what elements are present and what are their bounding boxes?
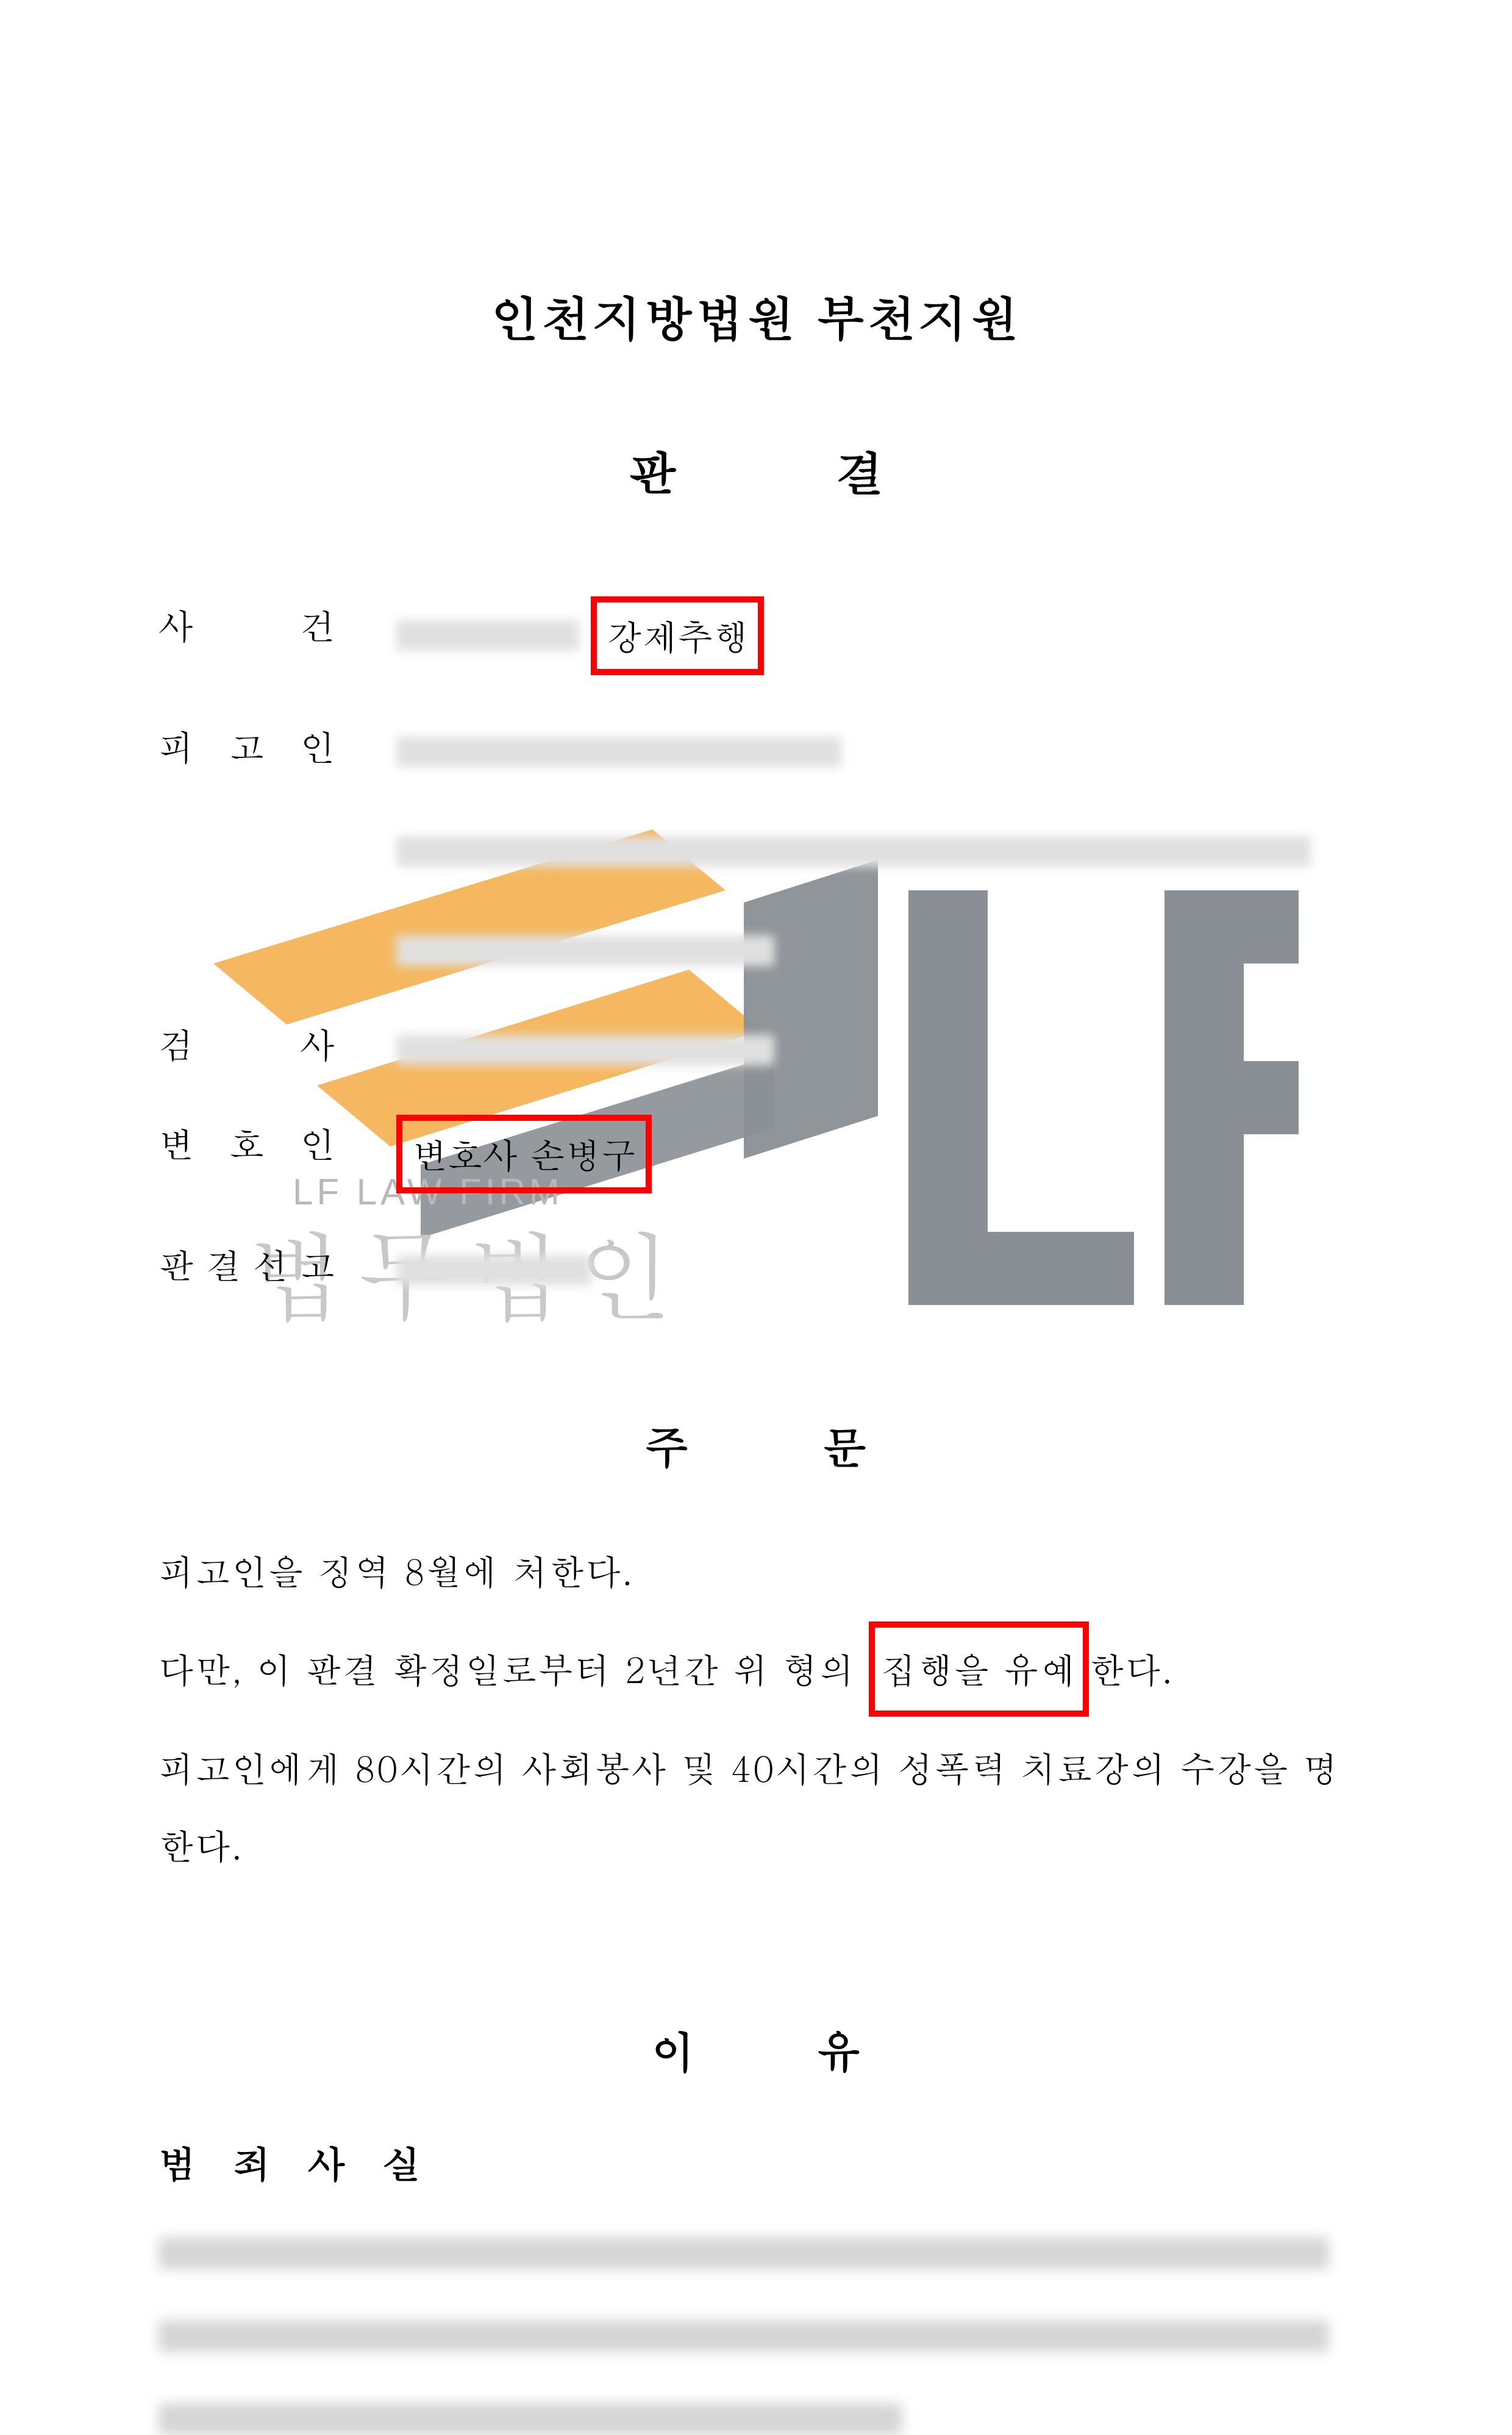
- value-sentence-date: [396, 1236, 1353, 1293]
- row-case: 사 건 강제추행: [159, 596, 1353, 675]
- order-line-2: 다만, 이 판결 확정일로부터 2년간 위 형의 집행을 유예한다.: [159, 1622, 1353, 1717]
- order-ju: 주: [645, 1415, 689, 1477]
- label-sentence-date: 판 결 선 고: [159, 1236, 396, 1293]
- order-line-2a: 다만, 이 판결 확정일로부터 2년간 위 형의: [159, 1643, 855, 1693]
- document-content: 인천지방법원 부천지원 판결 사 건 강제추행 피 고 인 검 사 변 호 인 …: [0, 0, 1512, 2435]
- redacted-line: [159, 2237, 1329, 2269]
- label-prosecutor: 검 사: [159, 1015, 396, 1072]
- label-case: 사 건: [159, 596, 396, 653]
- verdict-gyeol: 결: [835, 435, 884, 505]
- order-mun: 문: [823, 1415, 867, 1477]
- row-prosecutor: 검 사: [159, 1015, 1353, 1072]
- verdict-title: 판결: [159, 435, 1353, 505]
- attorney-highlight: 변호사 손병구: [396, 1115, 652, 1193]
- redacted-line: [159, 2403, 902, 2435]
- reason-i: 이: [651, 2018, 695, 2081]
- redacted-line: [159, 2320, 1329, 2352]
- redacted-block: [396, 836, 1311, 867]
- order-line-3: 피고인에게 80시간의 사회봉사 및 40시간의 성폭력 치료강의 수강을 명한…: [159, 1729, 1353, 1884]
- section-reason: 이유: [159, 2018, 1353, 2081]
- crime-facts-heading: 범 죄 사 실: [159, 2136, 1353, 2189]
- redacted-block: [396, 1035, 774, 1065]
- row-defendant: 피 고 인: [159, 718, 1353, 973]
- value-attorney: 변호사 손병구: [396, 1115, 1353, 1193]
- value-prosecutor: [396, 1015, 1353, 1072]
- redacted-block: [396, 737, 841, 767]
- suspension-highlight: 집행을 유예: [869, 1622, 1089, 1717]
- order-line-2b: 한다.: [1089, 1643, 1174, 1693]
- label-defendant: 피 고 인: [159, 718, 396, 774]
- label-attorney: 변 호 인: [159, 1115, 396, 1171]
- redacted-block: [396, 935, 774, 966]
- charge-highlight: 강제추행: [591, 596, 764, 675]
- redacted-block: [396, 1255, 591, 1285]
- crime-facts-body: [159, 2237, 1353, 2435]
- section-order: 주문: [159, 1415, 1353, 1477]
- row-attorney: 변 호 인 변호사 손병구: [159, 1115, 1353, 1193]
- verdict-pan: 판: [628, 435, 677, 505]
- reason-yu: 유: [817, 2018, 861, 2081]
- court-name: 인천지방법원 부천지원: [159, 281, 1353, 350]
- redacted-block: [396, 620, 579, 651]
- value-defendant: [396, 718, 1353, 973]
- value-case: 강제추행: [396, 596, 1353, 675]
- row-sentence-date: 판 결 선 고: [159, 1236, 1353, 1293]
- order-line-1: 피고인을 징역 8월에 처한다.: [159, 1532, 1353, 1610]
